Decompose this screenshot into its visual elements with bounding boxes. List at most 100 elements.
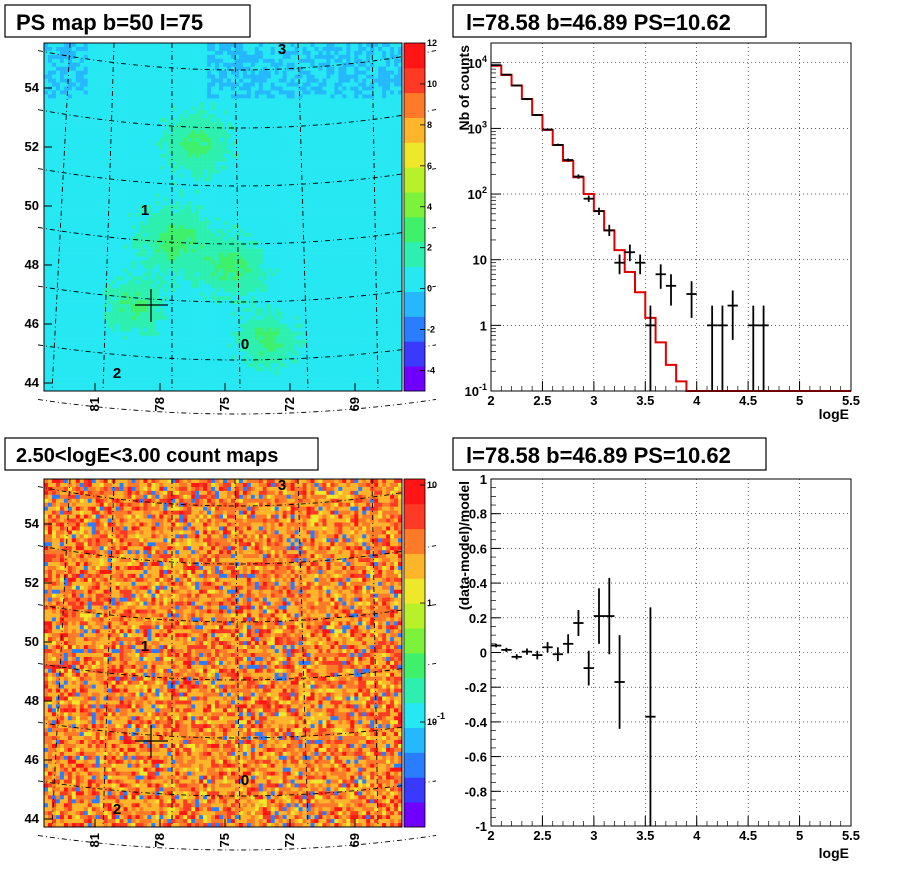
map-cell <box>322 58 327 64</box>
map-cell <box>151 252 156 257</box>
map-cell <box>286 244 291 249</box>
map-cell <box>195 220 200 226</box>
map-cell <box>175 185 180 190</box>
map-cell <box>75 224 81 230</box>
map-cell <box>219 130 224 135</box>
map-cell <box>119 260 124 265</box>
map-cell <box>358 102 363 107</box>
map-cell <box>226 248 232 253</box>
map-cell <box>366 201 371 206</box>
map-cell <box>226 185 232 190</box>
map-cell <box>211 177 216 182</box>
map-cell <box>183 189 188 194</box>
map-cell <box>246 145 252 151</box>
map-cell <box>211 224 216 230</box>
map-cell <box>398 232 403 238</box>
map-cell <box>394 209 399 214</box>
map-cell <box>330 232 335 238</box>
map-cell <box>167 54 172 60</box>
map-cell <box>302 181 307 186</box>
map-cell <box>366 118 371 123</box>
map-cell <box>115 43 120 48</box>
map-cell <box>342 169 347 174</box>
map-cell <box>211 141 216 147</box>
map-cell <box>131 54 136 60</box>
map-cell <box>234 224 240 230</box>
map-cell <box>278 189 283 194</box>
map-cell <box>127 130 132 135</box>
map-cell <box>366 122 371 127</box>
map-cell <box>99 94 104 99</box>
map-cell <box>306 224 311 230</box>
map-cell <box>83 58 89 64</box>
map-cell <box>390 193 395 198</box>
map-cell <box>270 189 276 194</box>
map-cell <box>286 181 291 186</box>
map-cell <box>354 141 359 147</box>
map-cell <box>302 78 307 83</box>
map-cell <box>318 197 323 202</box>
map-cell <box>55 189 61 194</box>
map-cell <box>139 106 144 111</box>
map-cell <box>67 252 73 257</box>
map-cell <box>322 141 327 147</box>
map-cell <box>266 106 272 111</box>
map-cell <box>51 145 57 151</box>
map-cell <box>274 205 279 210</box>
map-cell <box>358 256 363 261</box>
map-cell <box>314 209 319 214</box>
map-cell <box>143 236 148 242</box>
map-cell <box>111 197 116 202</box>
map-cell <box>386 149 391 155</box>
map-cell <box>270 114 276 119</box>
map-cell <box>266 201 272 206</box>
map-cell <box>374 252 379 257</box>
map-cell <box>382 137 387 143</box>
map-cell <box>75 157 81 162</box>
map-cell <box>223 54 228 60</box>
map-cell <box>322 102 327 107</box>
map-cell <box>131 157 136 162</box>
map-cell <box>266 165 272 170</box>
map-cell <box>63 177 69 182</box>
map-cell <box>183 161 188 166</box>
map-cell <box>334 169 339 174</box>
map-cell <box>366 66 371 71</box>
map-cell <box>278 94 283 99</box>
map-cell <box>51 43 57 48</box>
map-cell <box>378 149 383 155</box>
map-cell <box>354 130 359 135</box>
map-cell <box>390 252 395 257</box>
map-cell <box>322 137 327 143</box>
map-cell <box>195 133 200 139</box>
map-cell <box>250 62 256 68</box>
map-cell <box>155 157 160 162</box>
map-cell <box>358 90 363 95</box>
map-cell <box>83 145 89 151</box>
map-cell <box>59 98 65 103</box>
map-cell <box>87 54 93 60</box>
map-cell <box>266 252 272 257</box>
map-cell <box>51 189 57 194</box>
map-cell <box>111 220 116 226</box>
map-cell <box>67 62 73 68</box>
map-cell <box>51 197 57 202</box>
map-cell <box>51 130 57 135</box>
map-cell <box>294 153 299 158</box>
map-cell <box>270 224 276 230</box>
map-cell <box>91 141 97 147</box>
map-cell <box>338 98 343 103</box>
map-cell <box>179 82 184 87</box>
map-cell <box>195 224 200 230</box>
map-cell <box>282 145 287 151</box>
map-cell <box>187 118 192 123</box>
map-cell <box>334 248 339 253</box>
map-cell <box>55 126 61 131</box>
map-cell <box>135 189 140 194</box>
map-cell <box>394 110 399 115</box>
map-cell <box>171 173 176 178</box>
map-cell <box>310 228 315 234</box>
map-cell <box>306 213 311 218</box>
map-cell <box>394 66 399 71</box>
map-cell <box>242 217 248 222</box>
